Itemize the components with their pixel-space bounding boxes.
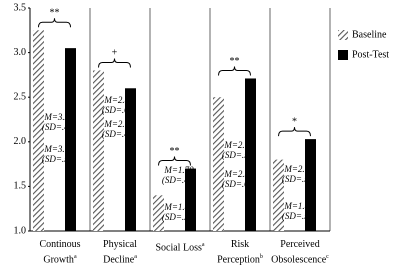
y-tick-label: 1.5 (14, 181, 27, 192)
y-tick-label: 3.5 (14, 2, 27, 13)
bar (125, 88, 136, 231)
significance: ** (170, 146, 180, 157)
sd-label: (SD=.54) (282, 211, 316, 221)
bar (93, 70, 104, 231)
sd-label: (SD=.65) (222, 179, 256, 189)
sd-label: (SD=.39) (162, 212, 196, 222)
value-label: M=3.05 (43, 144, 74, 154)
significance: ** (50, 8, 60, 19)
bar (185, 168, 196, 231)
y-tick-label: 2.5 (14, 91, 27, 102)
sd-label: (SD=.46) (42, 122, 76, 132)
sd-label: (SD=.60) (102, 105, 136, 115)
sd-label: (SD=.50) (42, 154, 76, 164)
category-note: b (259, 254, 263, 260)
x-tick-label: Risk Perceptionb (210, 239, 270, 266)
category: Social Loss (155, 242, 202, 254)
legend-label: Post-Test (352, 49, 389, 60)
significance: ** (230, 56, 240, 67)
x-tick-label: Physical Declinea (90, 239, 150, 266)
x-tick-label: Social Lossa (150, 239, 210, 254)
legend-label: Baseline (352, 29, 387, 40)
brace (278, 127, 311, 137)
brace (218, 66, 251, 76)
bar (153, 195, 164, 231)
category-note: a (201, 242, 205, 248)
y-tick-label: 2.0 (14, 136, 27, 147)
bar (245, 78, 256, 231)
category-note: c (326, 254, 329, 260)
y-tick-label: 1.0 (14, 225, 27, 236)
value-label: M=2.60 (103, 119, 134, 129)
bar (273, 159, 284, 231)
y-tick-label: 3.0 (14, 47, 27, 58)
brace (38, 18, 71, 28)
category-note: a (134, 254, 137, 260)
value-label: M=3.25 (43, 112, 74, 122)
value-label: M=1.80 (283, 201, 314, 211)
x-tick-label: Continous Growtha (30, 239, 90, 266)
value-label: M=2.50 (223, 169, 254, 179)
sd-label: (SD=.45) (162, 175, 196, 185)
bar (213, 97, 224, 231)
legend-swatch (338, 30, 348, 40)
category: Risk Perception (217, 239, 260, 266)
category-note: a (73, 254, 77, 260)
value-label: M=2.80 (103, 95, 134, 105)
value-label: M=2.03 (283, 164, 314, 174)
value-label: M=1.40 (163, 202, 194, 212)
bar (33, 30, 44, 231)
significance: + (112, 48, 118, 59)
value-label: M=1.70 (163, 165, 194, 175)
sd-label: (SD=.53) (282, 174, 316, 184)
brace (98, 58, 131, 68)
category: Continous Growth (39, 239, 81, 266)
significance: * (292, 116, 297, 127)
sd-label: (SD=.59) (222, 150, 256, 160)
brace (158, 156, 191, 166)
category: Physical Decline (103, 239, 137, 266)
legend-swatch (338, 50, 348, 60)
category: Perceived Obsolescence (271, 239, 327, 266)
value-label: M=2.71 (223, 140, 253, 150)
bar (65, 48, 76, 231)
sd-label: (SD=.48) (102, 129, 136, 139)
x-tick-label: Perceived Obsolescencec (270, 239, 330, 266)
bar (305, 139, 316, 231)
